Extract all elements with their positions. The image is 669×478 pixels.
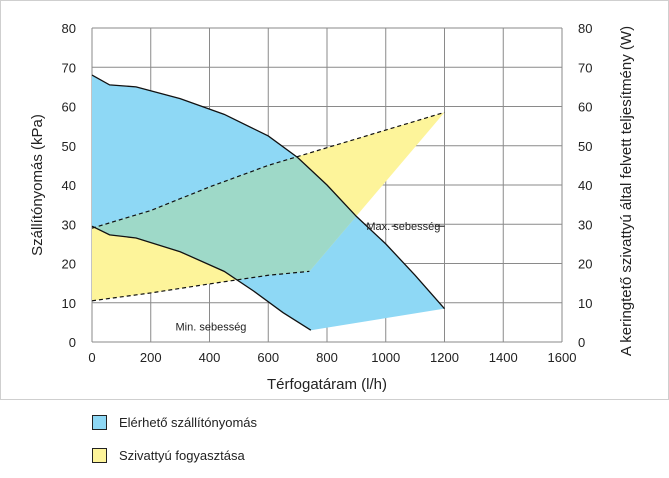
legend-swatch-consumption: [92, 447, 107, 463]
x-tick-label: 0: [88, 350, 95, 365]
y-tick-label: 80: [62, 21, 76, 36]
legend-item-consumption: Szivattyú fogyasztása: [92, 445, 257, 465]
y-tick-label: 0: [69, 335, 76, 350]
chart: 0 200 400 600 800 1000 1200 1400 160001020304050…: [29, 21, 635, 393]
x-tick-label: 800: [316, 350, 338, 365]
legend-swatch-pressure: [92, 414, 107, 430]
annotation-min-speed: Min. sebesség: [176, 321, 247, 333]
y2-tick-label: 10: [578, 296, 592, 311]
x-tick-label: 1200: [430, 350, 459, 365]
pressure-min-line: [91, 225, 312, 331]
y-tick-label: 70: [62, 60, 76, 75]
y2-tick-label: 60: [578, 100, 592, 115]
y2-axis-title: A keringtető szivattyú által felvett tel…: [618, 26, 635, 356]
y2-tick-label: 0: [578, 335, 585, 350]
x-tick-label: 1600: [548, 350, 577, 365]
x-axis-title: Térfogatáram (l/h): [267, 376, 387, 393]
y2-tick-label: 50: [578, 139, 592, 154]
pressure-max-line: [91, 74, 445, 310]
y2-tick-label: 80: [578, 21, 592, 36]
y-axis-title: Szállítónyomás (kPa): [29, 114, 46, 256]
x-tick-label: 400: [199, 350, 221, 365]
x-tick-label: 200: [140, 350, 162, 365]
x-tick-label: 600: [257, 350, 279, 365]
legend-label-consumption: Szivattyú fogyasztása: [119, 447, 245, 463]
y2-tick-label: 40: [578, 178, 592, 193]
annotation-max-speed: Max. sebesség: [366, 221, 440, 233]
x-tick-label: 1400: [489, 350, 518, 365]
y-tick-label: 60: [62, 100, 76, 115]
legend: Elérhető szállítónyomás Szivattyú fogyas…: [92, 412, 257, 478]
consumption-min-line: [91, 270, 310, 302]
consumption-max-line: [91, 111, 445, 229]
y2-tick-label: 70: [578, 60, 592, 75]
x-tick-label: 1000: [371, 350, 400, 365]
y2-tick-label: 30: [578, 217, 592, 232]
y-tick-label: 50: [62, 139, 76, 154]
legend-label-pressure: Elérhető szállítónyomás: [119, 414, 258, 430]
y2-tick-label: 20: [578, 257, 592, 272]
legend-item-pressure: Elérhető szállítónyomás: [92, 412, 257, 432]
y-tick-label: 30: [62, 217, 76, 232]
y-tick-label: 10: [62, 296, 76, 311]
y-tick-label: 40: [62, 178, 76, 193]
y-tick-label: 20: [62, 257, 76, 272]
